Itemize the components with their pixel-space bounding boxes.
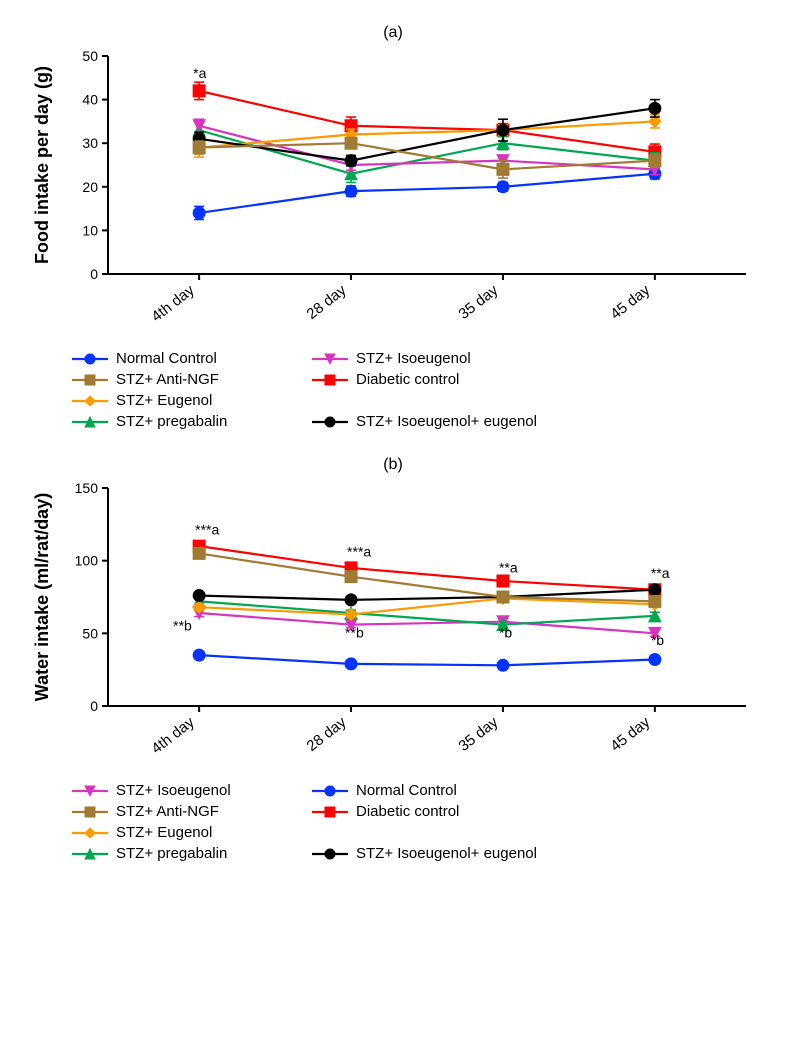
legend-label: Diabetic control bbox=[356, 803, 459, 820]
svg-text:4th day: 4th day bbox=[148, 713, 198, 757]
svg-text:45 day: 45 day bbox=[607, 281, 653, 322]
legend-label: STZ+ Isoeugenol bbox=[116, 782, 231, 799]
legend-item: STZ+ Anti-NGF bbox=[70, 371, 310, 388]
legend-item: STZ+ Isoeugenol+ eugenol bbox=[310, 413, 550, 430]
legend-label: STZ+ Isoeugenol+ eugenol bbox=[356, 845, 537, 862]
legend-label: STZ+ pregabalin bbox=[116, 845, 227, 862]
svg-text:40: 40 bbox=[82, 92, 98, 108]
legend-item: Diabetic control bbox=[310, 803, 550, 820]
legend-item: Normal Control bbox=[70, 350, 310, 367]
svg-text:*a: *a bbox=[193, 65, 206, 81]
svg-text:28 day: 28 day bbox=[304, 713, 350, 754]
legend-item: STZ+ Isoeugenol bbox=[310, 350, 550, 367]
svg-text:150: 150 bbox=[75, 480, 99, 496]
legend-label: STZ+ Eugenol bbox=[116, 824, 212, 841]
legend-item: STZ+ pregabalin bbox=[70, 845, 310, 862]
svg-text:20: 20 bbox=[82, 179, 98, 195]
legend-label: STZ+ Eugenol bbox=[116, 392, 212, 409]
svg-text:50: 50 bbox=[82, 625, 98, 641]
svg-text:***a: ***a bbox=[195, 522, 219, 538]
panel-b-title: (b) bbox=[20, 456, 766, 474]
panel-a-title: (a) bbox=[20, 24, 766, 42]
legend-label: STZ+ Anti-NGF bbox=[116, 803, 219, 820]
svg-text:45 day: 45 day bbox=[607, 713, 653, 754]
legend-item: STZ+ Eugenol bbox=[70, 392, 310, 409]
svg-text:100: 100 bbox=[75, 553, 99, 569]
legend-label: STZ+ Isoeugenol+ eugenol bbox=[356, 413, 537, 430]
svg-text:4th day: 4th day bbox=[148, 281, 198, 325]
legend-item: STZ+ Isoeugenol bbox=[70, 782, 310, 799]
svg-text:Water intake (ml/rat/day): Water intake (ml/rat/day) bbox=[32, 493, 52, 701]
svg-text:***a: ***a bbox=[347, 543, 371, 559]
legend-item: Diabetic control bbox=[310, 371, 550, 388]
legend-label: STZ+ Anti-NGF bbox=[116, 371, 219, 388]
svg-text:**a: **a bbox=[499, 559, 518, 575]
legend-item: STZ+ Anti-NGF bbox=[70, 803, 310, 820]
legend-item: STZ+ Eugenol bbox=[70, 824, 310, 841]
svg-text:10: 10 bbox=[82, 222, 98, 238]
svg-text:28 day: 28 day bbox=[304, 281, 350, 322]
legend-label: Diabetic control bbox=[356, 371, 459, 388]
svg-text:50: 50 bbox=[82, 48, 98, 64]
legend-b: STZ+ Isoeugenol Normal Control STZ+ Anti-N… bbox=[20, 776, 766, 884]
svg-text:30: 30 bbox=[82, 135, 98, 151]
legend-label: STZ+ Isoeugenol bbox=[356, 350, 471, 367]
legend-label: Normal Control bbox=[356, 782, 457, 799]
svg-text:Food intake per day (g): Food intake per day (g) bbox=[32, 66, 52, 264]
legend-a: Normal Control STZ+ Isoeugenol STZ+ Anti-N… bbox=[20, 344, 766, 452]
legend-label: STZ+ pregabalin bbox=[116, 413, 227, 430]
legend-item: STZ+ Isoeugenol+ eugenol bbox=[310, 845, 550, 862]
svg-text:**b: **b bbox=[345, 625, 364, 641]
chart-a: 10 20 30 40 50 0 4th day 28 day 35 day 45 day Food… bbox=[20, 44, 766, 344]
svg-text:**a: **a bbox=[651, 565, 670, 581]
svg-text:0: 0 bbox=[90, 266, 98, 282]
legend-label: Normal Control bbox=[116, 350, 217, 367]
svg-text:*b: *b bbox=[499, 625, 512, 641]
legend-item: STZ+ pregabalin bbox=[70, 413, 310, 430]
svg-text:*b: *b bbox=[651, 632, 664, 648]
legend-item: Normal Control bbox=[310, 782, 550, 799]
svg-text:35 day: 35 day bbox=[455, 281, 501, 322]
svg-text:35 day: 35 day bbox=[455, 713, 501, 754]
figure: (a) 10 20 30 40 50 0 4th day 28 day 35 day 45 day… bbox=[20, 24, 766, 884]
chart-b: 50 100 150 0 4th day 28 day 35 day 45 day Water … bbox=[20, 476, 766, 776]
svg-text:0: 0 bbox=[90, 698, 98, 714]
svg-text:**b: **b bbox=[173, 617, 192, 633]
